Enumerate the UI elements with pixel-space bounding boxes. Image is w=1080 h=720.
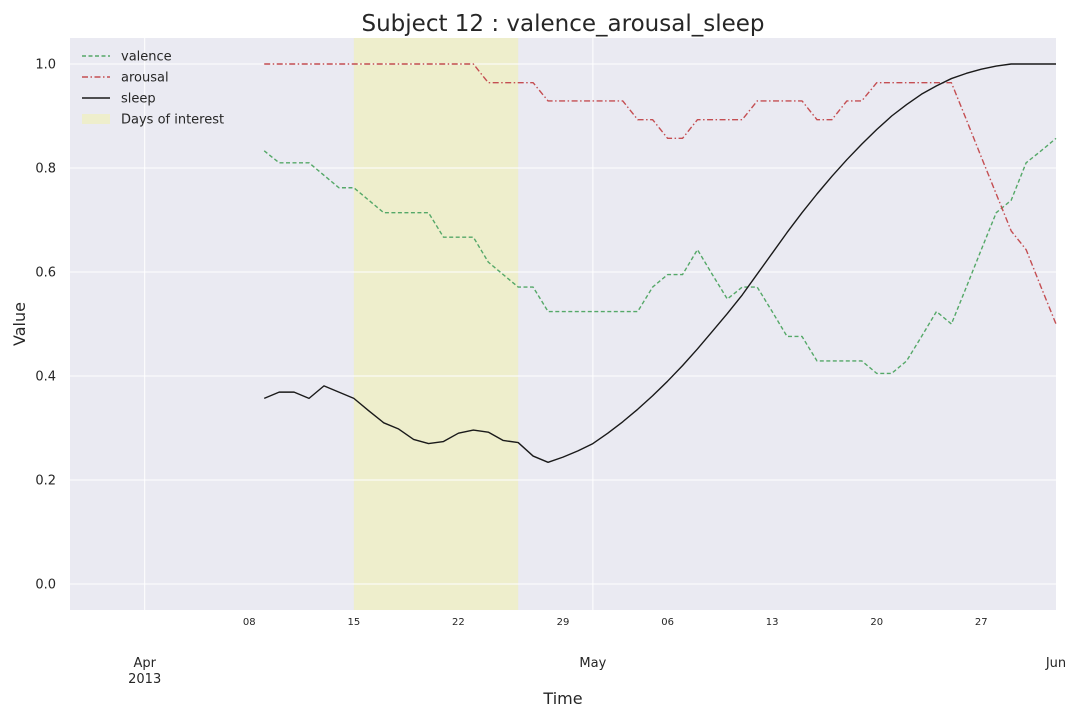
y-tick-label: 0.6 xyxy=(35,266,56,281)
x-minor-tick-label: 13 xyxy=(766,617,779,628)
y-tick-label: 0.2 xyxy=(35,474,56,489)
legend-label-days-of-interest: Days of interest xyxy=(121,113,224,128)
days-of-interest-band xyxy=(353,38,519,610)
x-major-tick-label: Jun xyxy=(1045,656,1066,671)
legend: valence arousal sleep Days of interest xyxy=(82,50,224,128)
x-minor-tick-label: 27 xyxy=(975,617,988,628)
y-axis-label: Value xyxy=(10,302,29,346)
x-major-tick-label: Apr xyxy=(133,656,156,671)
series-lines xyxy=(263,63,1057,464)
x-minor-tick-label: 22 xyxy=(452,617,465,628)
arousal-line xyxy=(264,63,1057,325)
x-major-tick-year: 2013 xyxy=(128,672,161,687)
chart-title: Subject 12 : valence_arousal_sleep xyxy=(362,11,765,37)
y-axis-ticks: 0.0 0.2 0.4 0.6 0.8 1.0 xyxy=(35,58,56,593)
y-tick-label: 1.0 xyxy=(35,58,56,73)
x-axis-label: Time xyxy=(542,689,582,708)
x-minor-tick-label: 20 xyxy=(870,617,883,628)
y-tick-label: 0.4 xyxy=(35,370,56,385)
plot-area xyxy=(70,38,1056,610)
x-major-tick-label: May xyxy=(579,656,606,671)
x-minor-tick-label: 08 xyxy=(243,617,256,628)
x-minor-tick-label: 15 xyxy=(347,617,360,628)
y-tick-label: 0.0 xyxy=(35,578,56,593)
legend-label-sleep: sleep xyxy=(121,92,156,107)
x-minor-tick-label: 06 xyxy=(661,617,674,628)
y-tick-label: 0.8 xyxy=(35,162,56,177)
valence-line xyxy=(263,137,1057,375)
legend-label-arousal: arousal xyxy=(121,71,169,86)
days-of-interest-legend-swatch xyxy=(82,114,110,124)
grid xyxy=(70,38,1056,610)
x-minor-tick-label: 29 xyxy=(557,617,570,628)
legend-label-valence: valence xyxy=(121,50,172,65)
sleep-line xyxy=(263,63,1056,464)
